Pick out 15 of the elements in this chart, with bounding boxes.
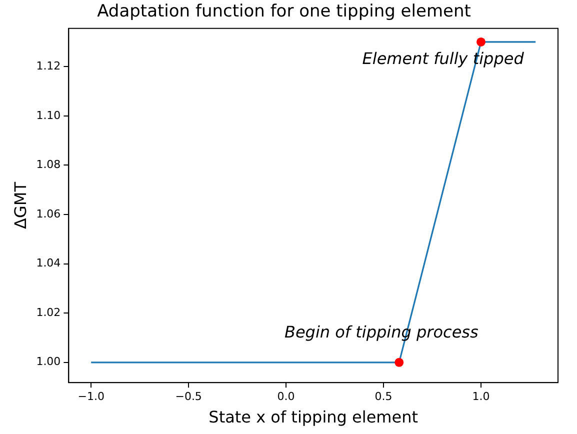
x-axis-title: State x of tipping element: [208, 408, 418, 427]
y-tick-label: 1.12: [36, 59, 61, 72]
chart-title: Adaptation function for one tipping element: [97, 2, 472, 22]
x-tick-label: −1.0: [78, 390, 104, 404]
y-tick-label: 1.00: [36, 355, 61, 368]
x-tick-label: 0.0: [277, 390, 295, 404]
y-tick-label: 1.10: [36, 108, 61, 122]
y-tick-label: 1.02: [36, 306, 61, 319]
x-tick-label: 0.5: [374, 390, 392, 404]
x-tick-label: 1.0: [472, 390, 490, 404]
y-tick-label: 1.04: [36, 256, 61, 270]
y-tick-label: 1.06: [36, 207, 61, 220]
y-tick-label: 1.08: [36, 158, 61, 172]
y-axis-title: ΔGMT: [10, 182, 30, 229]
x-tick-label: −0.5: [175, 390, 202, 404]
